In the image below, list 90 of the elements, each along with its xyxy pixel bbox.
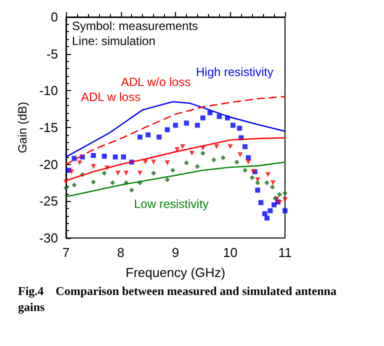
point: [156, 134, 162, 140]
point: [277, 192, 282, 198]
annotation: Line: simulation: [72, 34, 156, 48]
x-tick-label: 11: [278, 245, 292, 260]
y-tick-label: 0: [50, 10, 58, 24]
x-tick-label: 8: [117, 245, 124, 260]
point: [184, 160, 189, 166]
point: [211, 157, 216, 162]
y-tick-label: -10: [39, 83, 58, 98]
point: [194, 122, 200, 128]
point: [173, 122, 178, 128]
point: [170, 168, 176, 173]
point: [207, 110, 212, 116]
point: [246, 155, 251, 160]
point: [102, 170, 107, 176]
point: [266, 172, 271, 178]
point: [151, 170, 156, 176]
point: [216, 114, 222, 119]
point: [246, 160, 251, 165]
point: [77, 160, 82, 166]
point: [264, 216, 270, 221]
point: [72, 156, 77, 161]
point: [194, 164, 200, 170]
point: [164, 127, 170, 132]
point: [214, 144, 220, 150]
point: [112, 154, 118, 160]
point: [102, 154, 107, 159]
line-series: [65, 101, 286, 158]
point: [164, 160, 170, 166]
point: [270, 180, 276, 186]
annotation: Low resistivity: [134, 197, 209, 211]
x-tick-label: 10: [223, 245, 238, 260]
x-tick-label: 7: [62, 245, 70, 260]
point: [220, 155, 226, 160]
y-tick-label: -30: [39, 230, 58, 246]
point: [264, 180, 270, 186]
annotation: Symbol: measurements: [72, 19, 198, 33]
point: [238, 152, 243, 158]
point: [282, 208, 288, 214]
point: [68, 169, 74, 174]
y-tick-label: -5: [46, 46, 58, 62]
point: [189, 150, 194, 156]
point: [200, 150, 206, 156]
point: [151, 160, 156, 165]
y-tick-label: -15: [39, 120, 58, 135]
point: [64, 185, 68, 190]
point: [180, 144, 186, 150]
point: [270, 184, 275, 190]
x-tick-label: 9: [172, 245, 180, 260]
point: [234, 160, 240, 165]
point: [184, 120, 189, 126]
y-axis-title: Gain (dB): [15, 102, 30, 154]
point: [200, 115, 206, 120]
text: Fig.4 Comparison between measured and simulated antenna gains: [18, 284, 340, 314]
line-series: [65, 161, 286, 198]
point: [137, 170, 142, 176]
y-tick-label: -20: [39, 156, 58, 172]
point: [255, 188, 260, 193]
point: [129, 188, 134, 193]
point: [90, 180, 96, 185]
point: [282, 197, 288, 202]
annotation: ADL w/o loss: [121, 75, 191, 89]
point: [242, 168, 248, 173]
point: [137, 134, 142, 140]
point: [268, 208, 273, 214]
point: [164, 177, 170, 182]
point: [228, 144, 233, 150]
point: [72, 182, 77, 188]
point: [90, 152, 96, 158]
point: [258, 200, 264, 206]
point: [262, 211, 268, 216]
point: [272, 202, 277, 208]
point: [142, 160, 148, 165]
annotation: ADL w loss: [81, 90, 141, 104]
point: [237, 126, 242, 131]
point: [146, 132, 151, 138]
point: [255, 180, 260, 186]
point: [116, 170, 121, 176]
point: [230, 122, 236, 128]
x-axis-title: Frequency (GHz): [126, 265, 226, 280]
point: [110, 180, 116, 186]
point: [124, 170, 129, 176]
point: [174, 147, 180, 152]
y-tick-label: -25: [39, 194, 58, 209]
point: [242, 144, 248, 150]
point: [250, 175, 255, 180]
point: [90, 164, 96, 170]
point: [282, 190, 288, 196]
annotation: High resistivity: [196, 65, 274, 79]
point: [120, 154, 126, 160]
